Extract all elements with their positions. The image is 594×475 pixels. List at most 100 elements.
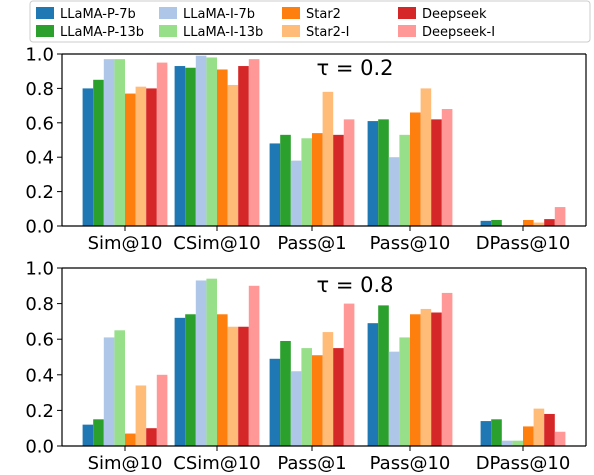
bar-star2-i-pass-1 <box>322 332 334 446</box>
bar-star2-i-pass-10 <box>420 88 432 227</box>
bar-deepseek-csim-10 <box>238 66 249 226</box>
bar-llama-i-7b-pass-10 <box>388 157 400 226</box>
bar-deepseek-i-pass-1 <box>343 119 355 226</box>
legend-swatch-llama-i-13b <box>159 25 177 37</box>
bar-star2-pass-1 <box>312 133 323 226</box>
bar-llama-i-7b-sim-10 <box>103 59 115 226</box>
bar-llama-p-7b-sim-10 <box>82 88 94 227</box>
bar-deepseek-i-dpass-10 <box>554 207 566 226</box>
x-tick-label-sim-10: Sim@10 <box>88 233 163 254</box>
x-tick-label-pass-1: Pass@1 <box>277 453 346 474</box>
bar-star2-i-sim-10 <box>135 86 147 227</box>
y-tick-label: 0.8 <box>25 79 54 100</box>
legend-swatch-deepseek <box>398 7 416 19</box>
bar-star2-sim-10 <box>125 433 136 446</box>
bar-deepseek-sim-10 <box>146 88 157 227</box>
y-tick-label: 0.6 <box>25 330 54 351</box>
bar-llama-p-13b-dpass-10 <box>491 419 502 446</box>
bar-llama-i-13b-pass-1 <box>301 348 312 446</box>
legend-swatch-star2 <box>282 7 300 19</box>
legend: LLaMA-P-7b LLaMA-P-13b LLaMA-I-7b LLaMA-I-1… <box>29 0 591 43</box>
legend-swatch-llama-p-7b <box>36 7 54 19</box>
y-tick-label: 1.0 <box>25 45 54 66</box>
bar-star2-csim-10 <box>217 69 228 226</box>
bar-deepseek-dpass-10 <box>544 219 555 226</box>
bar-llama-i-13b-pass-10 <box>399 134 410 226</box>
bar-llama-p-7b-sim-10 <box>82 424 94 446</box>
bar-deepseek-sim-10 <box>146 428 157 446</box>
bar-star2-dpass-10 <box>523 219 534 226</box>
bar-llama-i-7b-pass-10 <box>388 351 400 446</box>
tau-annotation: τ = 0.2 <box>317 56 394 80</box>
x-tick-label-sim-10: Sim@10 <box>88 453 163 474</box>
bar-deepseek-i-pass-10 <box>441 109 453 226</box>
bar-star2-csim-10 <box>217 314 228 446</box>
bar-star2-i-csim-10 <box>227 84 239 227</box>
x-tick-label-dpass-10: DPass@10 <box>476 233 571 254</box>
bar-deepseek-i-csim-10 <box>248 285 260 446</box>
bar-deepseek-csim-10 <box>238 326 249 446</box>
bar-llama-p-13b-pass-1 <box>280 340 291 446</box>
legend-label-star2: Star2 <box>306 7 341 22</box>
legend-label-llama-p-7b: LLaMA-P-7b <box>60 7 136 22</box>
bar-deepseek-pass-1 <box>333 134 344 226</box>
bar-llama-p-13b-sim-10 <box>93 419 104 446</box>
bar-llama-p-7b-pass-10 <box>367 323 379 446</box>
legend-swatch-deepseek-i <box>398 25 416 37</box>
y-tick-label: 0.0 <box>25 217 54 238</box>
legend-label-deepseek: Deepseek <box>422 7 487 22</box>
bar-star2-sim-10 <box>125 93 136 226</box>
bar-llama-p-13b-pass-1 <box>280 134 291 226</box>
y-tick-label: 0.6 <box>25 113 54 134</box>
bar-deepseek-i-sim-10 <box>156 62 168 226</box>
bar-llama-i-13b-dpass-10 <box>512 440 523 446</box>
legend-swatch-star2-i <box>282 25 300 37</box>
bar-llama-p-7b-pass-1 <box>269 143 281 226</box>
legend-label-llama-i-13b: LLaMA-I-13b <box>183 25 263 40</box>
bar-llama-p-13b-dpass-10 <box>491 219 502 226</box>
bar-deepseek-i-csim-10 <box>248 59 260 226</box>
bar-llama-i-7b-pass-1 <box>290 371 302 446</box>
bar-star2-i-pass-1 <box>322 91 334 226</box>
bar-llama-i-13b-pass-1 <box>301 138 312 226</box>
bar-llama-i-13b-pass-10 <box>399 337 410 446</box>
y-tick-label: 1.0 <box>25 259 54 280</box>
bar-llama-i-13b-csim-10 <box>206 278 217 446</box>
legend-label-star2-i: Star2-I <box>306 25 349 40</box>
bar-star2-i-pass-10 <box>420 308 432 446</box>
bar-llama-p-7b-pass-10 <box>367 121 379 226</box>
bar-llama-p-7b-csim-10 <box>174 317 186 446</box>
legend-label-llama-p-13b: LLaMA-P-13b <box>60 25 144 40</box>
y-tick-label: 0.2 <box>25 182 54 203</box>
bar-llama-i-13b-sim-10 <box>114 330 125 446</box>
chart-panel-tau-0.2: 0.0 0.2 0.4 0.6 0.8 1.0 Sim@10 CSim@10 Pass@1 Pas… <box>25 45 587 254</box>
chart-panel-tau-0.8: 0.0 0.2 0.4 0.6 0.8 1.0 Sim@10 CSim@10 Pass@1 Pas… <box>25 259 587 474</box>
bar-llama-p-13b-pass-10 <box>378 305 389 446</box>
bar-llama-p-13b-csim-10 <box>185 314 196 446</box>
bar-llama-p-13b-sim-10 <box>93 79 104 226</box>
bar-deepseek-dpass-10 <box>544 413 555 446</box>
bar-deepseek-pass-10 <box>431 119 442 226</box>
x-tick-label-pass-1: Pass@1 <box>277 233 346 254</box>
bar-star2-i-sim-10 <box>135 385 147 446</box>
bar-llama-p-7b-dpass-10 <box>480 220 492 226</box>
bar-deepseek-pass-1 <box>333 348 344 446</box>
bar-llama-i-7b-csim-10 <box>195 280 207 446</box>
x-tick-label-csim-10: CSim@10 <box>173 453 260 474</box>
bar-llama-p-7b-pass-1 <box>269 358 281 446</box>
legend-swatch-llama-i-7b <box>159 7 177 19</box>
bar-deepseek-i-dpass-10 <box>554 431 566 446</box>
bar-llama-p-13b-pass-10 <box>378 119 389 226</box>
bar-star2-pass-10 <box>410 112 421 226</box>
bar-llama-i-7b-dpass-10 <box>501 440 513 446</box>
y-tick-label: 0.4 <box>25 148 54 169</box>
x-tick-label-dpass-10: DPass@10 <box>476 453 571 474</box>
bar-star2-i-csim-10 <box>227 326 239 446</box>
bar-llama-i-7b-sim-10 <box>103 337 115 446</box>
x-tick-label-pass-10: Pass@10 <box>370 233 451 254</box>
y-tick-label: 0.0 <box>25 437 54 458</box>
bar-star2-dpass-10 <box>523 426 534 446</box>
bar-llama-p-7b-csim-10 <box>174 66 186 226</box>
x-tick-label-csim-10: CSim@10 <box>173 233 260 254</box>
